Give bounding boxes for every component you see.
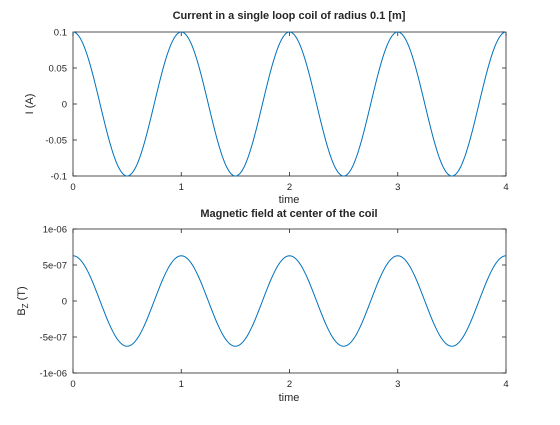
current-x-tick-label: 1 — [179, 182, 184, 193]
current-x-tick-label: 3 — [395, 182, 400, 193]
field-plot-title: Magnetic field at center of the coil — [200, 208, 377, 220]
field-y-axis-label-unit: (T) — [16, 286, 28, 303]
current-x-tick-label: 2 — [287, 182, 292, 193]
current-y-tick-label: -0.05 — [45, 136, 67, 147]
current-plot: Current in a single loop coil of radius … — [24, 10, 509, 206]
field-y-tick-label: -5e-07 — [40, 333, 67, 344]
field-y-tick-label: 1e-06 — [43, 225, 67, 236]
field-y-tick-label: 5e-07 — [43, 261, 67, 272]
field-y-ticks: -1e-06 -5e-07 0 5e-07 1e-06 — [40, 225, 506, 380]
field-x-tick-label: 1 — [179, 379, 184, 390]
field-x-tick-label: 0 — [70, 379, 75, 390]
current-y-tick-label: 0 — [62, 100, 67, 111]
field-y-axis-label-subscript: Z — [21, 303, 30, 308]
current-x-axis-label: time — [279, 194, 300, 206]
current-y-tick-label: 0.1 — [54, 28, 67, 39]
current-y-tick-label: 0.05 — [49, 64, 68, 75]
field-y-tick-label: 0 — [62, 297, 67, 308]
field-plot-frame — [72, 228, 507, 374]
current-plot-title: Current in a single loop coil of radius … — [173, 10, 406, 22]
current-x-tick-label: 0 — [70, 182, 75, 193]
field-x-tick-label: 3 — [395, 379, 400, 390]
current-series-line — [72, 31, 507, 177]
field-x-tick-label: 2 — [287, 379, 292, 390]
field-x-axis-label: time — [279, 392, 300, 404]
field-x-tick-label: 4 — [503, 379, 508, 390]
field-y-axis-label-main: B — [16, 308, 28, 315]
field-y-tick-label: -1e-06 — [40, 369, 67, 380]
current-x-tick-label: 4 — [503, 182, 508, 193]
field-plot: Magnetic field at center of the coil -1e… — [16, 208, 509, 404]
current-x-ticks: 0 1 2 3 4 — [70, 32, 509, 193]
current-plot-frame — [72, 31, 507, 177]
field-y-axis-label: BZ (T) — [16, 286, 30, 315]
field-series-line — [72, 255, 507, 347]
current-y-axis-label: I (A) — [24, 94, 36, 115]
current-y-ticks: -0.1 -0.05 0 0.05 0.1 — [45, 28, 506, 183]
current-y-tick-label: -0.1 — [51, 172, 67, 183]
field-x-ticks: 0 1 2 3 4 — [70, 229, 509, 390]
